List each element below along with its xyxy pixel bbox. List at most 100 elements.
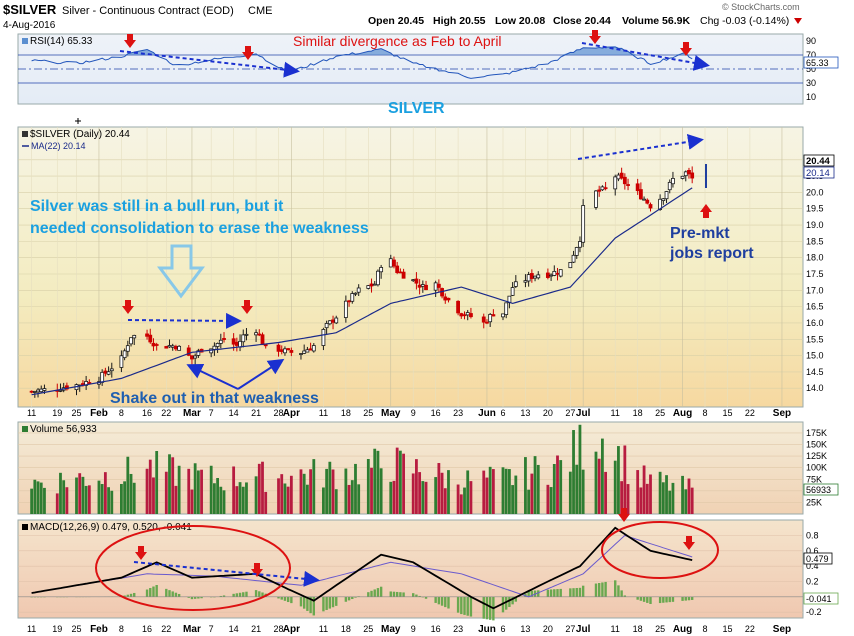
red-arrow-icon bbox=[683, 536, 695, 550]
volume-bar bbox=[174, 485, 178, 514]
date-tick-label: 22 bbox=[161, 408, 171, 418]
macd-histogram-bar bbox=[662, 596, 665, 603]
candle-body bbox=[347, 300, 351, 303]
ma-value-text: 20.14 bbox=[806, 168, 830, 179]
date-tick-label: Sep bbox=[773, 408, 791, 419]
volume-bar bbox=[84, 485, 88, 514]
date-tick-label: 6 bbox=[500, 624, 505, 634]
volume-bar bbox=[43, 487, 46, 514]
volume-bar bbox=[325, 468, 329, 514]
volume-bar bbox=[546, 484, 550, 514]
volume-bar bbox=[55, 493, 59, 514]
volume-bar bbox=[344, 468, 348, 514]
macd-histogram-bar bbox=[379, 586, 383, 597]
macd-histogram-bar bbox=[460, 596, 463, 615]
volume-bar bbox=[30, 488, 34, 514]
volume-bar bbox=[690, 487, 694, 514]
candle-body bbox=[356, 287, 361, 293]
macd-histogram-bar bbox=[200, 596, 203, 599]
price-axis-tick: 16.0 bbox=[806, 318, 824, 328]
volume-bar bbox=[190, 489, 194, 514]
macd-histogram-bar bbox=[434, 596, 437, 603]
macd-axis-tick: 0.6 bbox=[806, 546, 819, 556]
volume-bar bbox=[148, 459, 152, 514]
candle-body bbox=[331, 319, 335, 323]
date-tick-label: 25 bbox=[655, 408, 665, 418]
candle-body bbox=[193, 355, 198, 359]
macd-histogram-bar bbox=[232, 593, 235, 597]
macd-histogram-bar bbox=[367, 592, 370, 597]
candle-body bbox=[366, 285, 371, 289]
macd-histogram-bar bbox=[392, 591, 396, 597]
macd-histogram-bar bbox=[537, 590, 540, 597]
macd-histogram-bar bbox=[328, 596, 332, 609]
volume-bar bbox=[289, 475, 293, 514]
macd-axis-tick: 0.2 bbox=[806, 577, 819, 587]
macd-histogram-bar bbox=[578, 587, 582, 597]
volume-bar bbox=[459, 494, 463, 514]
macd-histogram-bar bbox=[235, 593, 239, 597]
macd-histogram-bar bbox=[617, 585, 620, 597]
macd-histogram-bar bbox=[322, 596, 325, 612]
volume-bar bbox=[245, 482, 248, 514]
candle-body bbox=[231, 338, 236, 345]
candle-body bbox=[302, 350, 307, 354]
candle-body bbox=[420, 284, 425, 287]
volume-bar bbox=[681, 475, 684, 514]
macd-axis-tick: -0.2 bbox=[806, 607, 822, 617]
date-tick-label: 27 bbox=[565, 624, 575, 634]
candle-body bbox=[436, 283, 441, 288]
candle-body bbox=[392, 259, 396, 267]
volume-bar bbox=[424, 481, 428, 514]
candle-body bbox=[433, 282, 438, 291]
date-tick-label: 27 bbox=[565, 408, 575, 418]
price-label: $SILVER (Daily) 20.44 bbox=[30, 129, 130, 140]
candle-body bbox=[526, 274, 531, 282]
price-resistance-line bbox=[127, 312, 242, 329]
date-tick-label: Jul bbox=[576, 624, 591, 635]
volume-bar bbox=[578, 424, 582, 514]
volume-bar bbox=[600, 438, 604, 514]
volume-bar bbox=[661, 482, 665, 514]
candle-body bbox=[424, 284, 428, 291]
volume-bar bbox=[671, 482, 675, 514]
hist-value-badge bbox=[803, 592, 839, 605]
volume-bar bbox=[434, 477, 438, 514]
macd-histogram-bar bbox=[444, 596, 447, 608]
macd-histogram-bar bbox=[290, 596, 293, 604]
volume-bar bbox=[402, 453, 405, 514]
price-axis-tick: 14.5 bbox=[806, 367, 824, 377]
macd-histogram-bar bbox=[299, 596, 303, 607]
shakeout-note: Shake out in that weakness bbox=[110, 390, 319, 407]
volume-bar bbox=[219, 486, 223, 514]
volume-bar bbox=[389, 481, 393, 514]
volume-bar bbox=[168, 454, 171, 514]
red-arrow-icon bbox=[618, 508, 630, 522]
macd-histogram-bar bbox=[344, 596, 348, 602]
candle-body bbox=[456, 300, 460, 314]
symbol-label: $SILVER bbox=[3, 2, 57, 17]
candle-body bbox=[388, 258, 393, 268]
candle-body bbox=[648, 204, 653, 209]
volume-bar bbox=[132, 482, 136, 514]
macd-histogram-bar bbox=[604, 581, 607, 597]
macd-histogram-bar bbox=[133, 592, 136, 597]
price-axis-tick: 19.5 bbox=[806, 204, 824, 214]
volume-bar bbox=[322, 487, 325, 514]
candle-body bbox=[469, 313, 473, 318]
candle-body bbox=[414, 278, 419, 284]
candle-body bbox=[398, 271, 403, 274]
macd-histogram-bar bbox=[376, 588, 380, 597]
date-tick-label: Feb bbox=[90, 624, 108, 635]
volume-bar bbox=[604, 471, 608, 514]
date-tick-label: 23 bbox=[453, 624, 463, 634]
red-arrow-icon bbox=[589, 30, 601, 44]
candle-body bbox=[321, 329, 326, 346]
price-axis-tick: 16.5 bbox=[806, 302, 824, 312]
macd-histogram-bar bbox=[546, 589, 550, 597]
candle-body bbox=[311, 345, 316, 352]
volume-bar bbox=[488, 466, 492, 514]
volume-bar bbox=[261, 461, 264, 514]
date-tick-label: 28 bbox=[274, 624, 284, 634]
volume-axis-tick: 175K bbox=[806, 428, 827, 438]
